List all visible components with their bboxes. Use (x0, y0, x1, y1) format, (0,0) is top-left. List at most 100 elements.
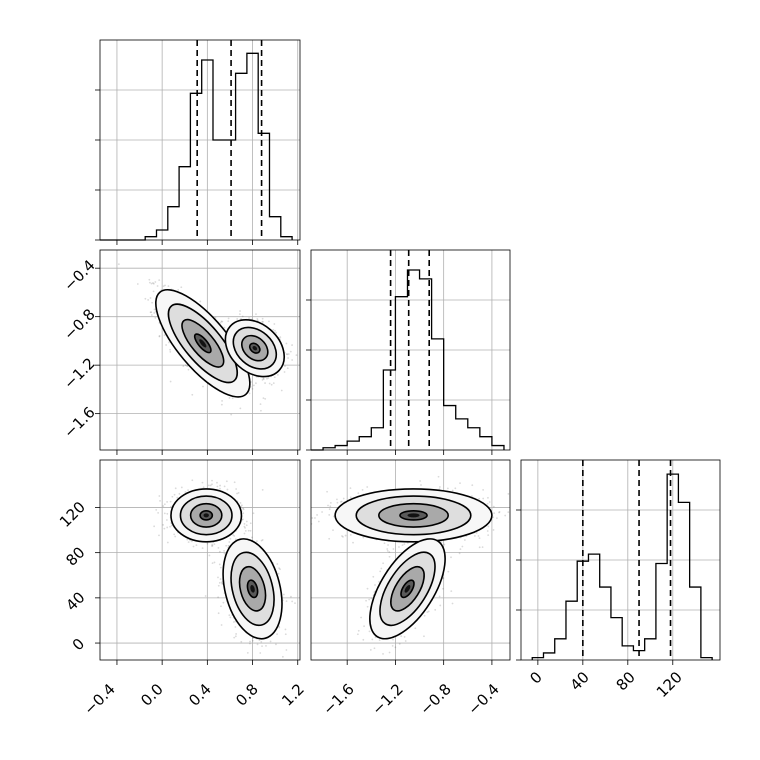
sample-point (285, 600, 288, 603)
sample-point (336, 501, 339, 504)
sample-point (274, 329, 276, 332)
sample-point (231, 397, 234, 400)
sample-point (221, 400, 223, 402)
sample-point (294, 602, 296, 605)
sample-point (191, 479, 194, 482)
gridlines (100, 40, 300, 240)
sample-point (249, 529, 252, 532)
sample-point (446, 487, 449, 490)
sample-point (216, 481, 218, 484)
sample-point (478, 546, 481, 549)
sample-point (311, 517, 314, 519)
sample-point (158, 279, 161, 281)
sample-point (230, 413, 233, 416)
sample-point (219, 321, 222, 324)
sample-point (149, 297, 152, 299)
sample-point (481, 546, 484, 548)
sample-point (158, 335, 161, 337)
sample-point (152, 282, 154, 284)
sample-point (195, 544, 198, 547)
sample-point (281, 655, 284, 658)
sample-point (211, 562, 214, 565)
density-peak (199, 339, 207, 348)
sample-point (234, 635, 237, 638)
sample-point (242, 508, 245, 511)
sample-point (220, 624, 223, 626)
sample-point (167, 285, 170, 288)
sample-point (233, 535, 236, 537)
sample-point (165, 344, 168, 346)
sample-point (214, 316, 217, 319)
sample-point (162, 505, 165, 507)
sample-point (243, 532, 246, 535)
sample-point (229, 537, 232, 540)
sample-point (187, 368, 190, 371)
sample-point (478, 537, 481, 540)
sample-point (208, 554, 211, 557)
sample-point (259, 652, 262, 654)
sample-point (243, 522, 246, 525)
sample-point (182, 365, 185, 368)
sample-point (255, 382, 257, 385)
sample-point (235, 488, 238, 490)
sample-point (163, 334, 166, 337)
sample-point (284, 633, 287, 636)
sample-point (255, 313, 257, 315)
sample-point (213, 543, 216, 545)
sample-point (443, 543, 446, 546)
sample-point (232, 534, 235, 536)
sample-point (220, 320, 223, 323)
sample-point (332, 529, 334, 532)
sample-point (240, 504, 243, 507)
sample-point (158, 495, 161, 497)
panel-frame (99, 39, 301, 241)
sample-point (251, 639, 254, 642)
joint-panel-1 (100, 460, 300, 660)
sample-point (217, 546, 220, 549)
sample-point (150, 314, 153, 316)
sample-point (267, 377, 270, 379)
sample-point (282, 593, 285, 596)
sample-point (207, 484, 210, 487)
sample-point (283, 371, 286, 373)
sample-point (149, 311, 152, 314)
sample-point (148, 278, 151, 281)
sample-point (326, 490, 328, 493)
sample-point (227, 544, 230, 547)
sample-point (487, 496, 489, 499)
sample-point (264, 397, 267, 400)
sample-point (258, 639, 261, 641)
sample-point (228, 541, 231, 543)
sample-point (239, 310, 241, 312)
sample-point (261, 539, 264, 541)
sample-point (261, 488, 264, 491)
sample-point (223, 549, 225, 552)
panel-frame (310, 249, 511, 451)
sample-point (163, 527, 166, 530)
sample-point (219, 566, 222, 569)
sample-point (186, 365, 189, 368)
sample-point (152, 290, 155, 293)
sample-point (233, 621, 235, 623)
sample-point (439, 486, 441, 488)
sample-point (286, 353, 289, 356)
sample-point (186, 538, 189, 541)
sample-point (238, 313, 241, 316)
sample-point (236, 318, 239, 320)
sample-point (180, 486, 183, 489)
sample-point (243, 525, 246, 528)
sample-point (187, 541, 190, 543)
sample-point (272, 382, 275, 385)
sample-point (166, 501, 169, 503)
sample-point (287, 353, 290, 355)
sample-point (156, 285, 159, 287)
sample-point (245, 520, 248, 523)
sample-point (169, 348, 171, 351)
sample-point (148, 281, 151, 284)
sample-point (357, 492, 360, 495)
histogram-step (311, 269, 505, 451)
sample-point (184, 491, 187, 493)
sample-point (227, 317, 230, 320)
sample-point (486, 502, 489, 505)
sample-point (262, 377, 265, 380)
